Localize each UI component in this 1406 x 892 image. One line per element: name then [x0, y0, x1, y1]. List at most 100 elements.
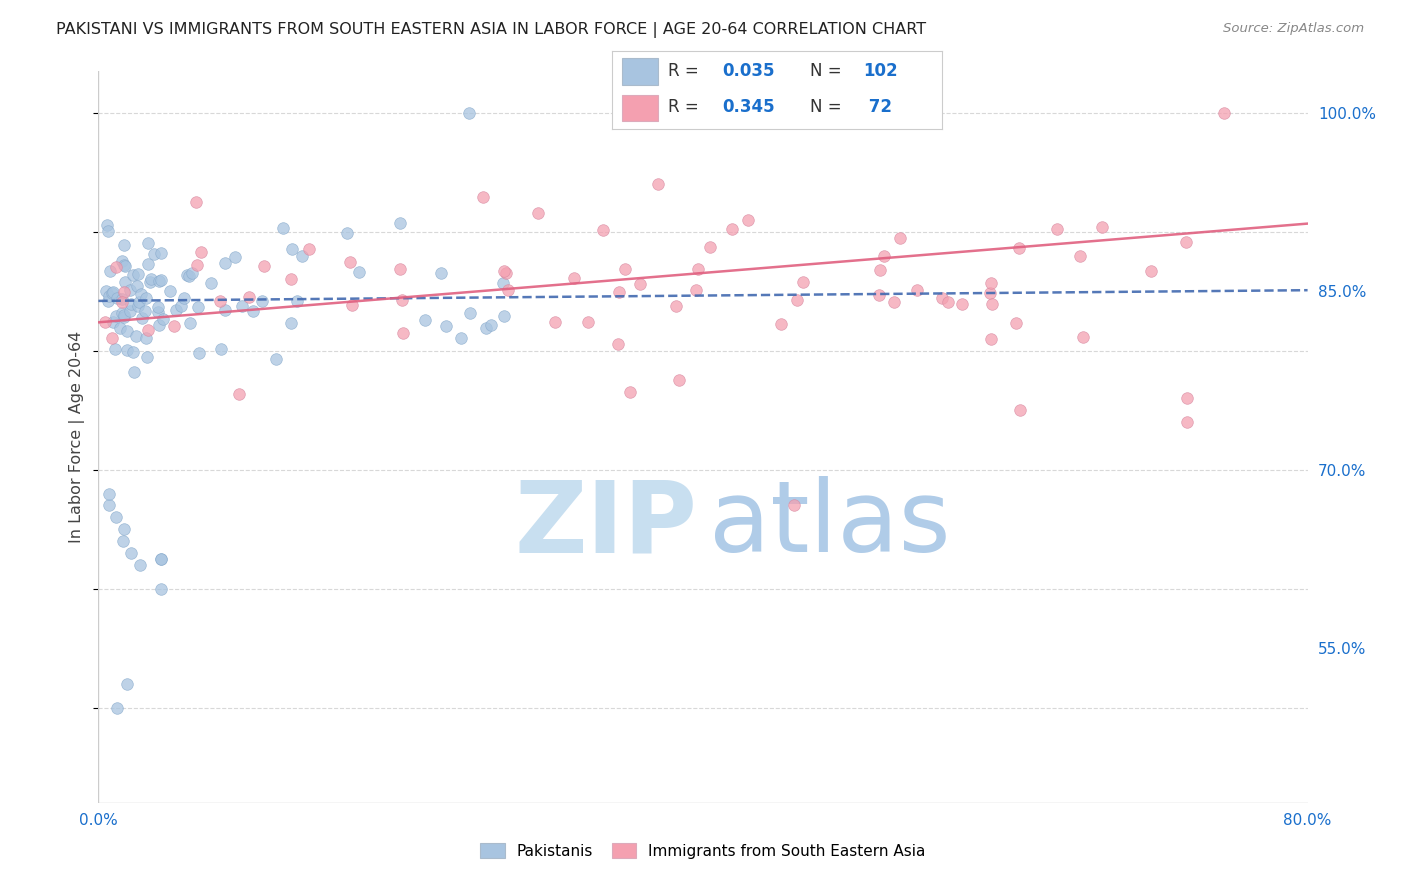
Point [134, 304, 156, 318]
Point [101, 286, 124, 301]
Point [127, 267, 149, 281]
Point [231, 299, 253, 313]
Text: 0.035: 0.035 [723, 62, 775, 80]
Point [98, 289, 121, 303]
Point [280, 271, 302, 285]
Point [266, 351, 288, 366]
Point [869, 262, 891, 277]
Point [628, 277, 651, 291]
Point [146, 305, 169, 319]
Point [339, 254, 361, 268]
Point [685, 283, 707, 297]
Point [105, 292, 128, 306]
Point [128, 295, 150, 310]
Point [97, 224, 120, 238]
Point [668, 373, 690, 387]
Text: atlas: atlas [709, 476, 950, 574]
Point [136, 323, 159, 337]
Point [120, 546, 142, 560]
Point [148, 274, 170, 288]
Point [980, 332, 1002, 346]
Point [271, 221, 294, 235]
Point [214, 302, 236, 317]
Point [980, 296, 1002, 310]
Point [110, 321, 132, 335]
Point [1213, 106, 1236, 120]
Point [253, 259, 276, 273]
Point [96, 284, 118, 298]
Point [131, 310, 153, 325]
Point [242, 304, 264, 318]
Point [170, 299, 193, 313]
Point [391, 326, 413, 341]
Point [150, 582, 173, 596]
Point [112, 308, 135, 322]
Point [114, 260, 136, 274]
Point [114, 522, 136, 536]
Point [115, 325, 138, 339]
Point [936, 294, 959, 309]
Point [111, 534, 134, 549]
Point [105, 309, 128, 323]
Point [184, 194, 207, 209]
Point [112, 285, 135, 299]
Point [285, 293, 308, 308]
Point [136, 235, 159, 250]
Point [340, 298, 363, 312]
Point [176, 268, 198, 282]
Point [607, 337, 630, 351]
Point [187, 346, 209, 360]
Point [450, 331, 472, 345]
Point [135, 331, 157, 345]
Point [146, 301, 169, 315]
Point [576, 315, 599, 329]
Point [238, 289, 260, 303]
Point [721, 222, 744, 236]
Point [349, 265, 371, 279]
Point [186, 258, 208, 272]
Point [121, 268, 143, 282]
Point [163, 319, 186, 334]
Point [120, 283, 142, 297]
Point [122, 365, 145, 379]
Text: N =: N = [810, 98, 846, 116]
Point [391, 293, 413, 307]
Text: 0.345: 0.345 [723, 98, 775, 116]
Point [457, 106, 479, 120]
Text: Source: ZipAtlas.com: Source: ZipAtlas.com [1223, 22, 1364, 36]
Point [544, 314, 567, 328]
Point [139, 272, 162, 286]
Point [413, 313, 436, 327]
Point [135, 291, 157, 305]
Bar [621, 58, 658, 85]
Point [104, 343, 127, 357]
Point [100, 331, 122, 345]
Point [136, 351, 159, 365]
Point [187, 301, 209, 315]
Point [179, 316, 201, 330]
Point [491, 276, 513, 290]
Point [737, 213, 759, 227]
Point [291, 250, 314, 264]
Point [97, 486, 120, 500]
Point [609, 285, 631, 299]
Point [1007, 241, 1029, 255]
Point [619, 384, 641, 399]
Point [111, 295, 134, 310]
Legend: Pakistanis, Immigrants from South Eastern Asia: Pakistanis, Immigrants from South Easter… [474, 837, 932, 864]
Point [647, 178, 669, 192]
Point [148, 318, 170, 332]
Point [121, 345, 143, 359]
Point [114, 275, 136, 289]
Point [105, 260, 128, 274]
Point [111, 306, 134, 320]
Point [475, 321, 498, 335]
Bar [621, 95, 658, 121]
Point [527, 205, 550, 219]
Point [1010, 403, 1032, 417]
Point [105, 700, 128, 714]
Point [889, 231, 911, 245]
Point [177, 269, 200, 284]
Point [224, 250, 246, 264]
Point [120, 303, 142, 318]
